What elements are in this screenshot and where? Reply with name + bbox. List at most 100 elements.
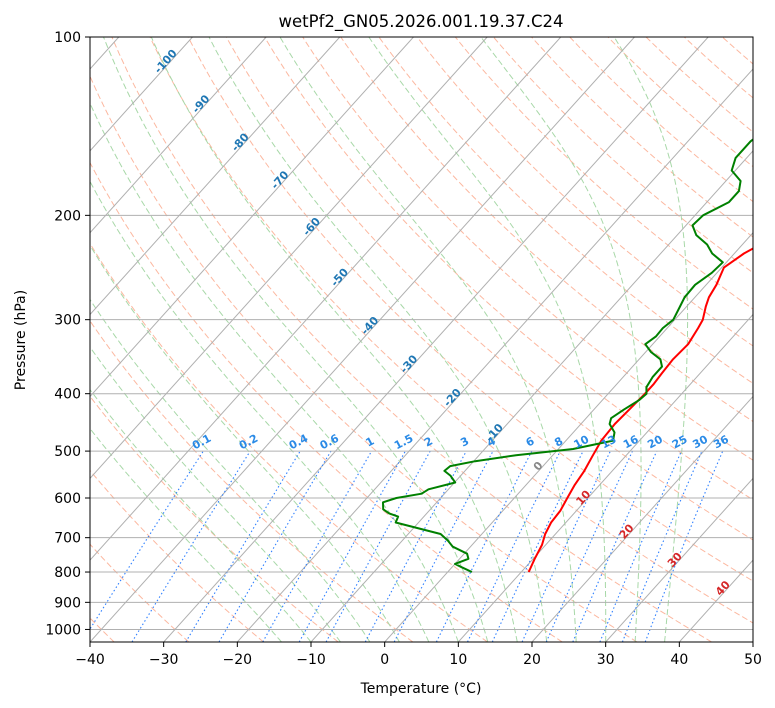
isotherm-line <box>90 37 635 642</box>
moist-adiabat-line <box>150 37 518 642</box>
isotherm-label: -100 <box>152 47 180 76</box>
mixing-ratio-line <box>621 450 703 642</box>
isotherm-label: -90 <box>190 92 213 116</box>
dry-adiabat-line <box>187 37 753 582</box>
isotherm-label: 40 <box>713 578 733 598</box>
mixing-ratio-label: 25 <box>670 433 690 452</box>
x-tick-label: 10 <box>449 652 467 668</box>
x-tick-label: 50 <box>744 652 762 668</box>
isotherm-line <box>752 641 753 642</box>
isotherm-line <box>90 37 341 316</box>
temperature-profile-line <box>527 247 753 573</box>
dry-adiabat-line <box>416 37 753 347</box>
moist-adiabat-line <box>90 388 312 642</box>
mixing-ratio-line <box>131 450 251 642</box>
isotherm-line <box>236 68 753 642</box>
x-axis-ticks: −40 −30 −20 −10 0 10 20 30 40 50 <box>75 642 762 668</box>
y-tick-label: 700 <box>54 531 81 547</box>
isotherm-line <box>90 37 267 234</box>
isotherm-label: -60 <box>300 215 323 239</box>
x-tick-label: −30 <box>149 652 179 668</box>
isotherm-label: -20 <box>441 386 464 410</box>
mixing-ratio-label: 13 <box>599 433 619 452</box>
moist-adiabat-line <box>208 37 548 642</box>
x-tick-label: −40 <box>75 652 105 668</box>
dry-adiabat-line <box>607 37 753 168</box>
dry-adiabat-line <box>90 161 563 642</box>
mixing-ratio-line <box>325 450 431 642</box>
plot-frame <box>89 36 754 643</box>
dry-adiabat-line <box>302 37 753 461</box>
isotherm-label: -50 <box>328 266 351 290</box>
background-lines <box>90 33 775 642</box>
mixing-ratio-label: 0.1 <box>190 432 213 453</box>
mixing-ratio-label: 10 <box>572 433 592 452</box>
dry-adiabat-line <box>683 37 753 99</box>
x-tick-label: 30 <box>597 652 615 668</box>
dry-adiabat-line <box>225 37 753 541</box>
dry-adiabat-line <box>530 37 753 238</box>
x-tick-label: −10 <box>296 652 326 668</box>
mixing-ratio-line <box>364 450 467 642</box>
dry-adiabat-line <box>90 320 414 642</box>
dry-adiabat-line <box>90 395 339 642</box>
mixing-ratio-label: 1.5 <box>392 432 415 453</box>
isotherm-line <box>90 37 414 398</box>
moist-adiabat-line <box>90 102 459 642</box>
mixing-ratio-line <box>393 450 494 642</box>
y-tick-label: 600 <box>54 491 81 507</box>
isotherm-line <box>384 232 753 642</box>
isotherm-label: 30 <box>665 550 685 570</box>
x-tick-label: 0 <box>380 652 389 668</box>
isotherm-line <box>457 313 753 642</box>
isotherm-line <box>90 37 193 152</box>
moist-adiabat-line <box>90 427 282 642</box>
mixing-ratio-line <box>545 450 633 642</box>
y-axis-title: Pressure (hPa) <box>13 290 29 390</box>
dry-adiabat-line <box>721 37 753 65</box>
moist-adiabat-line <box>103 37 489 642</box>
moist-adiabat-line <box>613 37 689 642</box>
dry-adiabat-line <box>90 469 264 642</box>
dry-adiabat-line <box>645 37 753 133</box>
mixing-ratio-line <box>185 450 301 642</box>
dewpoint-profile-line <box>382 138 753 573</box>
y-axis-ticks: 100 200 300 400 500 600 700 800 900 1000 <box>45 30 90 638</box>
mixing-ratio-label: 8 <box>552 434 565 449</box>
moist-adiabat-line <box>90 244 400 642</box>
y-tick-label: 300 <box>54 313 81 329</box>
mixing-ratio-line <box>644 450 724 642</box>
y-tick-label: 800 <box>54 565 81 581</box>
moist-adiabat-line <box>368 37 607 642</box>
y-tick-label: 500 <box>54 444 81 460</box>
moist-adiabat-line <box>90 180 430 642</box>
mixing-ratio-line <box>218 450 332 642</box>
x-tick-label: −20 <box>223 652 253 668</box>
isotherm-line <box>605 477 753 642</box>
mixing-ratio-line <box>491 450 584 642</box>
dry-adiabat-line <box>111 37 712 642</box>
mixing-ratio-line <box>572 450 658 642</box>
y-tick-label: 400 <box>54 387 81 403</box>
mixing-ratio-label: 3 <box>458 434 471 449</box>
isotherm-line <box>90 37 488 480</box>
x-tick-label: 20 <box>523 652 541 668</box>
dry-adiabat-line <box>263 37 753 501</box>
pressure-gridlines <box>90 36 753 630</box>
dry-adiabat-line <box>756 33 775 642</box>
y-tick-label: 1000 <box>45 622 81 638</box>
mixing-ratio-line <box>599 450 682 642</box>
y-tick-label: 100 <box>54 30 81 46</box>
isotherm-label: 10 <box>573 488 593 508</box>
isotherm-line <box>163 37 709 642</box>
isotherm-label: 20 <box>617 521 637 541</box>
mixing-ratio-label: 36 <box>711 433 731 452</box>
isotherm-line <box>531 395 753 642</box>
profile-lines <box>382 138 753 573</box>
mixing-ratio-label: 1 <box>364 434 377 449</box>
mixing-ratio-line <box>467 450 561 642</box>
mixing-ratio-line <box>435 450 533 642</box>
dry-adiabat-line <box>569 37 753 203</box>
isotherm-line <box>90 37 562 561</box>
dry-adiabat-line <box>149 37 753 624</box>
